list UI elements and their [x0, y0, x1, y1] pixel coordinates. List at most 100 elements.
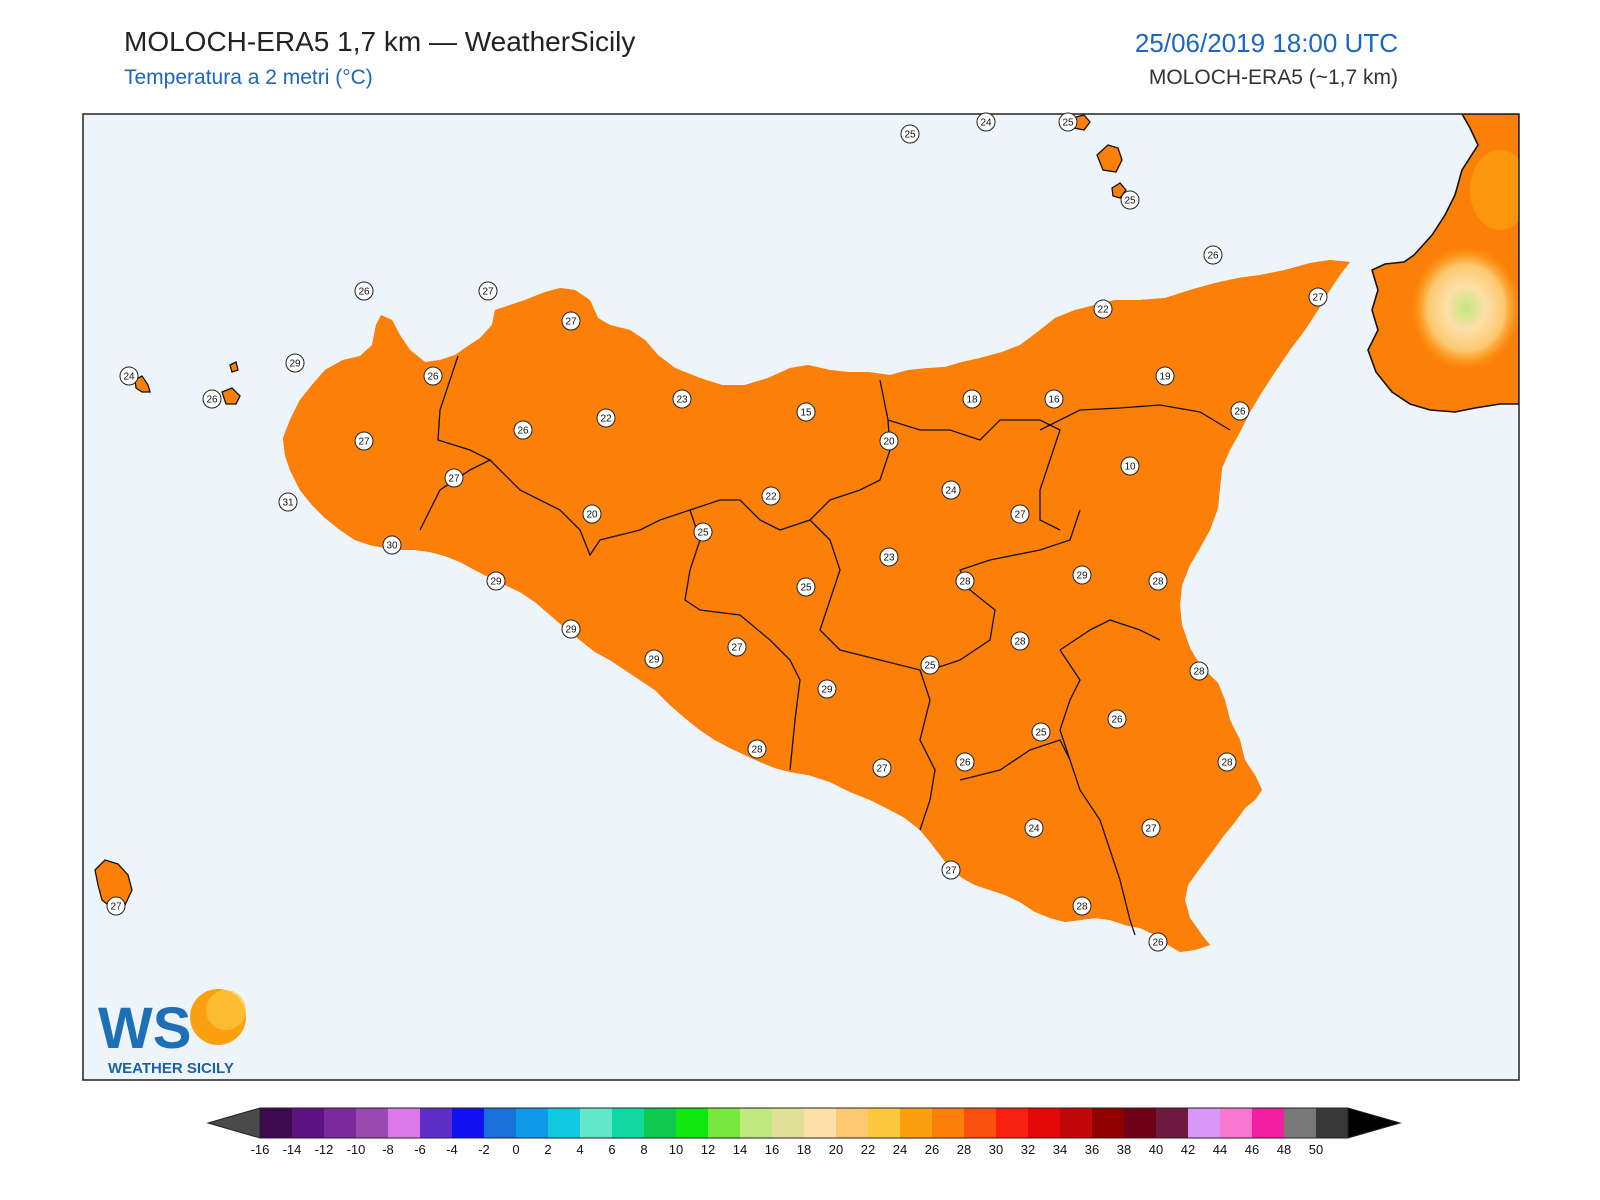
station-marker: 26	[513, 420, 533, 440]
station-circle	[727, 637, 747, 657]
station-value: 28	[1193, 667, 1205, 678]
station-marker: 19	[1155, 366, 1175, 386]
station-value: 29	[1076, 571, 1088, 582]
station-value: 25	[800, 583, 812, 594]
station-circle	[693, 522, 713, 542]
colorbar-swatch	[644, 1108, 677, 1138]
station-value: 26	[517, 426, 529, 437]
station-marker: 25	[1120, 190, 1140, 210]
station-circle	[1058, 112, 1078, 132]
station-value: 24	[945, 486, 957, 497]
station-marker: 26	[423, 366, 443, 386]
station-circle	[1010, 504, 1030, 524]
colorbar-swatch	[1284, 1108, 1317, 1138]
station-value: 20	[883, 437, 895, 448]
station-marker: 28	[1148, 571, 1168, 591]
station-value: 27	[1312, 293, 1324, 304]
station-value: 10	[1124, 462, 1136, 473]
station-marker: 27	[561, 311, 581, 331]
station-circle	[941, 860, 961, 880]
station-value: 18	[966, 395, 978, 406]
station-value: 26	[959, 758, 971, 769]
station-circle	[761, 486, 781, 506]
colorbar-swatch	[996, 1108, 1029, 1138]
station-value: 25	[904, 130, 916, 141]
station-circle	[1148, 932, 1168, 952]
station-circle	[285, 353, 305, 373]
station-value: 28	[1221, 758, 1233, 769]
station-circle	[561, 311, 581, 331]
station-marker: 29	[285, 353, 305, 373]
station-circle	[672, 389, 692, 409]
colorbar-max-arrow	[1347, 1107, 1402, 1139]
colorbar-swatch	[740, 1108, 773, 1138]
station-circle	[202, 389, 222, 409]
colorbar-swatch	[1060, 1108, 1093, 1138]
station-value: 27	[945, 866, 957, 877]
station-circle	[1203, 245, 1223, 265]
station-value: 15	[800, 408, 812, 419]
station-marker: 27	[106, 896, 126, 916]
station-circle	[955, 752, 975, 772]
station-marker: 28	[1010, 631, 1030, 651]
colorbar-tick-label: 48	[1277, 1142, 1291, 1157]
colorbar-tick-label: 34	[1053, 1142, 1067, 1157]
colorbar-tick-label: 14	[733, 1142, 747, 1157]
colorbar-min-arrow	[206, 1107, 261, 1139]
colorbar-tick-label: 20	[829, 1142, 843, 1157]
model-name: MOLOCH-ERA5 (~1,7 km)	[1148, 66, 1398, 89]
station-value: 26	[1207, 251, 1219, 262]
station-marker: 25	[1031, 722, 1051, 742]
colorbar-swatch	[548, 1108, 581, 1138]
colorbar-swatch	[1124, 1108, 1157, 1138]
station-circle	[1120, 190, 1140, 210]
station-circle	[1189, 661, 1209, 681]
station-value: 23	[883, 553, 895, 564]
colorbar-tick-label: 46	[1245, 1142, 1259, 1157]
station-circle	[796, 577, 816, 597]
colorbar-swatch	[708, 1108, 741, 1138]
station-value: 26	[358, 287, 370, 298]
station-marker: 20	[879, 431, 899, 451]
weathersicily-logo: WS WEATHER SICILY	[98, 989, 246, 1077]
colorbar-tick-label: -16	[251, 1142, 270, 1157]
station-circle	[278, 492, 298, 512]
station-value: 29	[648, 655, 660, 666]
station-marker: 10	[1120, 456, 1140, 476]
station-marker: 27	[1141, 818, 1161, 838]
station-value: 27	[1145, 824, 1157, 835]
station-value: 22	[765, 492, 777, 503]
station-marker: 25	[900, 124, 920, 144]
colorbar-swatch	[1092, 1108, 1125, 1138]
station-value: 28	[959, 577, 971, 588]
station-marker: 15	[796, 402, 816, 422]
map-title: MOLOCH-ERA5 1,7 km — WeatherSicily	[124, 26, 636, 57]
colorbar-swatch	[836, 1108, 869, 1138]
station-circle	[423, 366, 443, 386]
station-marker: 23	[672, 389, 692, 409]
station-marker: 25	[796, 577, 816, 597]
colorbar-tick-label: 50	[1309, 1142, 1323, 1157]
station-value: 24	[980, 118, 992, 129]
colorbar-swatch	[580, 1108, 613, 1138]
station-value: 29	[821, 685, 833, 696]
station-circle	[920, 655, 940, 675]
station-marker: 22	[1093, 299, 1113, 319]
station-circle	[106, 896, 126, 916]
station-circle	[941, 480, 961, 500]
station-circle	[1230, 401, 1250, 421]
colorbar-swatch	[676, 1108, 709, 1138]
colorbar-tick-label: -14	[283, 1142, 302, 1157]
colorbar-tick-label: 26	[925, 1142, 939, 1157]
station-marker: 26	[1107, 709, 1127, 729]
colorbar-tick-label: 16	[765, 1142, 779, 1157]
colorbar-tick-label: 6	[608, 1142, 615, 1157]
colorbar-swatch	[868, 1108, 901, 1138]
station-value: 30	[386, 541, 398, 552]
station-value: 31	[282, 498, 294, 509]
station-circle	[796, 402, 816, 422]
station-marker: 27	[478, 281, 498, 301]
station-marker: 26	[202, 389, 222, 409]
station-marker: 28	[1072, 896, 1092, 916]
